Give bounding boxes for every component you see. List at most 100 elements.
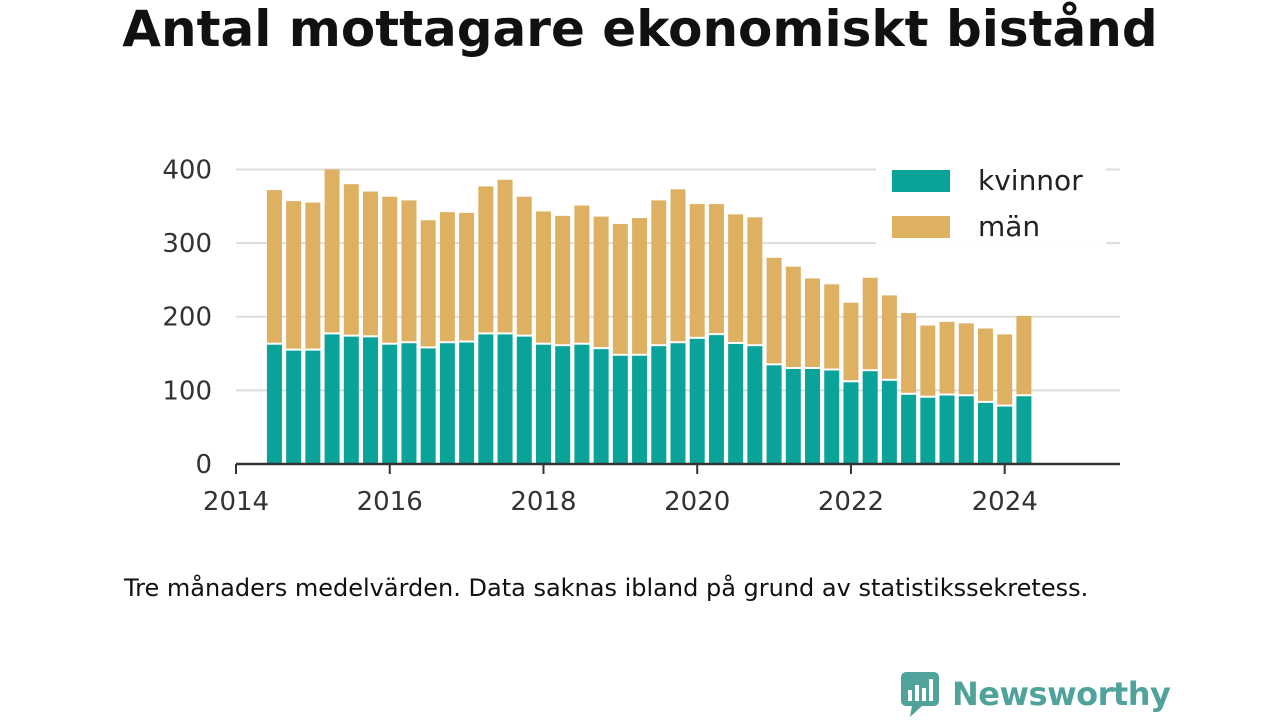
x-tick-label: 2014 <box>203 487 269 517</box>
bar-kvinnor <box>535 344 551 464</box>
x-tick-label: 2022 <box>818 487 884 517</box>
bar-man <box>977 328 993 401</box>
bar-kvinnor <box>555 346 571 464</box>
bar-man <box>324 169 340 333</box>
bar-kvinnor <box>766 365 782 464</box>
legend-label: kvinnor <box>978 164 1083 197</box>
bar-man <box>901 313 917 393</box>
bar-kvinnor <box>670 343 686 464</box>
bars <box>266 169 1032 464</box>
bar-man <box>632 218 648 354</box>
bar-man <box>478 186 494 333</box>
bar-man <box>574 205 590 343</box>
bar-man <box>766 257 782 364</box>
bar-kvinnor <box>516 336 532 464</box>
y-tick-label: 400 <box>162 155 212 185</box>
x-tick-label: 2020 <box>664 487 730 517</box>
bar-kvinnor <box>824 370 840 464</box>
y-tick-label: 200 <box>162 303 212 333</box>
legend: kvinnor män <box>876 160 1106 244</box>
bar-man <box>535 211 551 343</box>
bar-man <box>612 223 628 354</box>
bar-kvinnor <box>363 337 379 464</box>
y-tick-label: 300 <box>162 229 212 259</box>
bar-kvinnor <box>651 346 667 464</box>
bar-man <box>363 191 379 336</box>
bar-man <box>785 266 801 368</box>
bar-man <box>1016 315 1032 395</box>
bar-kvinnor <box>958 396 974 464</box>
x-tick-label: 2016 <box>357 487 423 517</box>
bar-kvinnor <box>574 344 590 464</box>
y-tick-label: 0 <box>195 450 212 480</box>
x-tick-label: 2018 <box>510 487 576 517</box>
y-tick-label: 100 <box>162 376 212 406</box>
x-tick-label: 2024 <box>972 487 1038 517</box>
bar-man <box>997 334 1013 405</box>
legend-swatch <box>892 170 950 192</box>
legend-label: män <box>978 210 1040 243</box>
bar-kvinnor <box>747 346 763 464</box>
bar-kvinnor <box>401 343 417 464</box>
chart-footnote: Tre månaders medelvärden. Data saknas ib… <box>124 574 1089 602</box>
chart-title: Antal mottagare ekonomiskt bistånd <box>122 0 1158 58</box>
bar-kvinnor <box>420 348 436 464</box>
bar-man <box>516 196 532 335</box>
bar-man <box>670 189 686 342</box>
brand-logo[interactable]: Newsworthy <box>900 668 1171 720</box>
bar-kvinnor <box>324 334 340 464</box>
bar-kvinnor <box>881 380 897 464</box>
bar-man <box>862 277 878 370</box>
bar-man <box>747 217 763 345</box>
bar-man <box>881 295 897 379</box>
legend-swatch <box>892 216 950 238</box>
bar-kvinnor <box>689 338 705 464</box>
bar-man <box>401 200 417 342</box>
bar-man <box>497 179 513 333</box>
bar-man <box>266 190 282 343</box>
bar-man <box>843 302 859 381</box>
bar-man <box>958 323 974 395</box>
bar-man <box>593 216 609 348</box>
bar-kvinnor <box>459 342 475 464</box>
bar-kvinnor <box>843 382 859 464</box>
bar-kvinnor <box>920 397 936 464</box>
bar-kvinnor <box>478 334 494 464</box>
bar-kvinnor <box>785 369 801 464</box>
bar-man <box>689 204 705 337</box>
bar-man <box>651 200 667 345</box>
bar-man <box>439 212 455 342</box>
brand-name: Newsworthy <box>952 675 1171 713</box>
bar-man <box>382 196 398 343</box>
bar-kvinnor <box>805 369 821 464</box>
bar-kvinnor <box>862 371 878 464</box>
bar-man <box>343 184 359 335</box>
bar-kvinnor <box>728 343 744 464</box>
bar-man <box>420 220 436 347</box>
bar-man <box>939 321 955 394</box>
bar-kvinnor <box>593 349 609 464</box>
bar-kvinnor <box>382 344 398 464</box>
bar-man <box>728 214 744 342</box>
stacked-bar-chart: 0 100 200 300 400 2014 2016 2018 2020 2022 2024 kv… <box>162 155 1120 517</box>
bar-kvinnor <box>612 355 628 464</box>
bar-man <box>805 278 821 368</box>
bar-man <box>920 325 936 396</box>
bar-kvinnor <box>708 335 724 464</box>
bar-man <box>555 215 571 345</box>
bar-man <box>708 204 724 334</box>
axes: 0 100 200 300 400 2014 2016 2018 2020 2022 2024 <box>162 155 1120 517</box>
bar-kvinnor <box>439 343 455 464</box>
bar-kvinnor <box>266 344 282 464</box>
bar-kvinnor <box>977 402 993 464</box>
bar-kvinnor <box>286 350 302 464</box>
bar-kvinnor <box>343 336 359 464</box>
bar-kvinnor <box>497 334 513 464</box>
bar-kvinnor <box>901 394 917 464</box>
bar-chart-speech-bubble-icon <box>901 672 939 717</box>
bar-kvinnor <box>305 350 321 464</box>
bar-man <box>824 284 840 369</box>
bar-man <box>459 212 475 341</box>
bar-man <box>286 201 302 349</box>
bar-kvinnor <box>939 395 955 464</box>
